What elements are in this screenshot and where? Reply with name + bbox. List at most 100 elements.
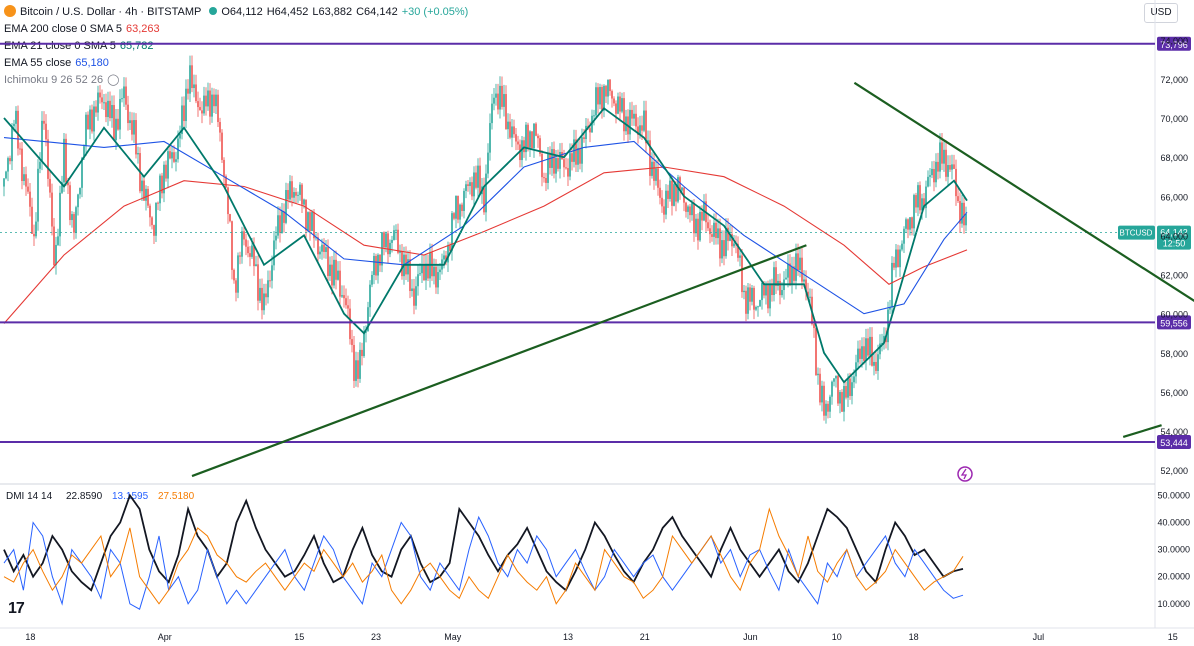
candle-body [915,195,917,208]
candle-body [385,233,387,248]
candle-body [99,92,101,98]
candle-body [823,385,825,416]
candle-body [339,270,341,297]
candle-body [177,138,179,160]
candle-body [479,165,481,195]
candle-body [937,161,939,172]
ohlc-close: C64,142 [356,6,398,18]
ma-lines-layer [3,107,968,384]
candle-body [875,361,877,371]
candle-body [775,267,777,286]
indicator-ema21[interactable]: EMA 21 close 0 SMA 5 65,782 [4,39,158,53]
candle-body [891,262,893,308]
candle-body [677,177,679,202]
symbol-legend[interactable]: Bitcoin / U.S. Dollar · 4h · BITSTAMP O64… [4,5,472,19]
candle-body [51,192,53,227]
candle-body [461,204,463,212]
candle-body [957,196,959,202]
candle-body [527,124,529,148]
time-tick-label: 18 [909,632,919,642]
candle-body [359,349,361,379]
candle-body [645,110,647,144]
candle-body [691,203,693,216]
candle-body [575,139,577,165]
candle-body [733,243,735,247]
candle-body [899,249,901,268]
candle-body [489,123,491,153]
candle-body [617,96,619,114]
currency-button[interactable]: USD [1144,3,1178,23]
candle-body [207,90,209,107]
candle-body [587,125,589,129]
price-tick-label: 52,000 [1160,466,1188,476]
candle-body [243,231,245,240]
candle-body [607,79,609,97]
price-tick-label: 58,000 [1160,349,1188,359]
symbol-title[interactable]: Bitcoin / U.S. Dollar · 4h · BITSTAMP [20,6,202,18]
time-tick-label: 21 [640,632,650,642]
candle-body [409,259,411,291]
candle-body [237,255,239,293]
price-tick-label: 70,000 [1160,114,1188,124]
candle-body [5,171,7,179]
candle-body [203,95,205,114]
time-tick-label: 10 [832,632,842,642]
candle-body [9,158,11,162]
candle-body [469,182,471,186]
candle-body [513,126,515,135]
candle-body [591,115,593,133]
indicator-ema200[interactable]: EMA 200 close 0 SMA 5 63,263 [4,22,164,36]
candle-body [241,231,243,257]
candle-body [685,202,687,212]
candle-body [703,201,705,221]
candle-body [463,190,465,212]
candle-body [395,229,397,231]
candle-body [391,239,393,243]
candle-body [149,205,151,218]
dmi-line [3,515,964,610]
candle-body [119,98,121,130]
current-price-label: 64,142 [1160,228,1188,238]
candle-body [621,98,623,112]
candle-body [331,264,333,286]
candle-body [105,102,107,118]
candle-body [255,264,257,267]
candle-body [481,186,483,195]
candle-body [583,137,585,139]
candle-body [535,123,537,136]
candle-body [423,265,425,281]
eye-hidden-icon[interactable]: ◯ [107,74,120,86]
candle-body [835,375,837,379]
candle-body [579,147,581,164]
candle-body [165,164,167,179]
candle-body [563,159,565,168]
price-tick-label: 66,000 [1160,192,1188,202]
candle-body [569,153,571,177]
candle-body [231,221,233,270]
candle-body [381,232,383,266]
candle-body [597,87,599,105]
candle-body [261,287,263,311]
candle-body [277,215,279,236]
candle-body [521,140,523,161]
candle-body [573,139,575,162]
candle-body [447,245,449,263]
candle-body [565,167,567,169]
candle-body [297,194,299,196]
indicator-ema55[interactable]: EMA 55 close 65,180 [4,56,113,70]
candle-body [305,199,307,231]
candle-body [431,252,433,277]
candle-body [151,217,153,226]
candle-body [539,138,541,154]
candle-body [681,187,683,191]
candle-body [929,175,931,177]
time-tick-label: Jun [743,632,758,642]
candle-body [755,307,757,310]
trendline [853,81,1194,303]
candle-body [699,211,701,241]
candle-body [517,141,519,145]
candle-body [813,324,815,329]
candle-body [131,120,133,135]
indicator-ichimoku[interactable]: Ichimoku 9 26 52 26 ◯ [4,73,123,87]
